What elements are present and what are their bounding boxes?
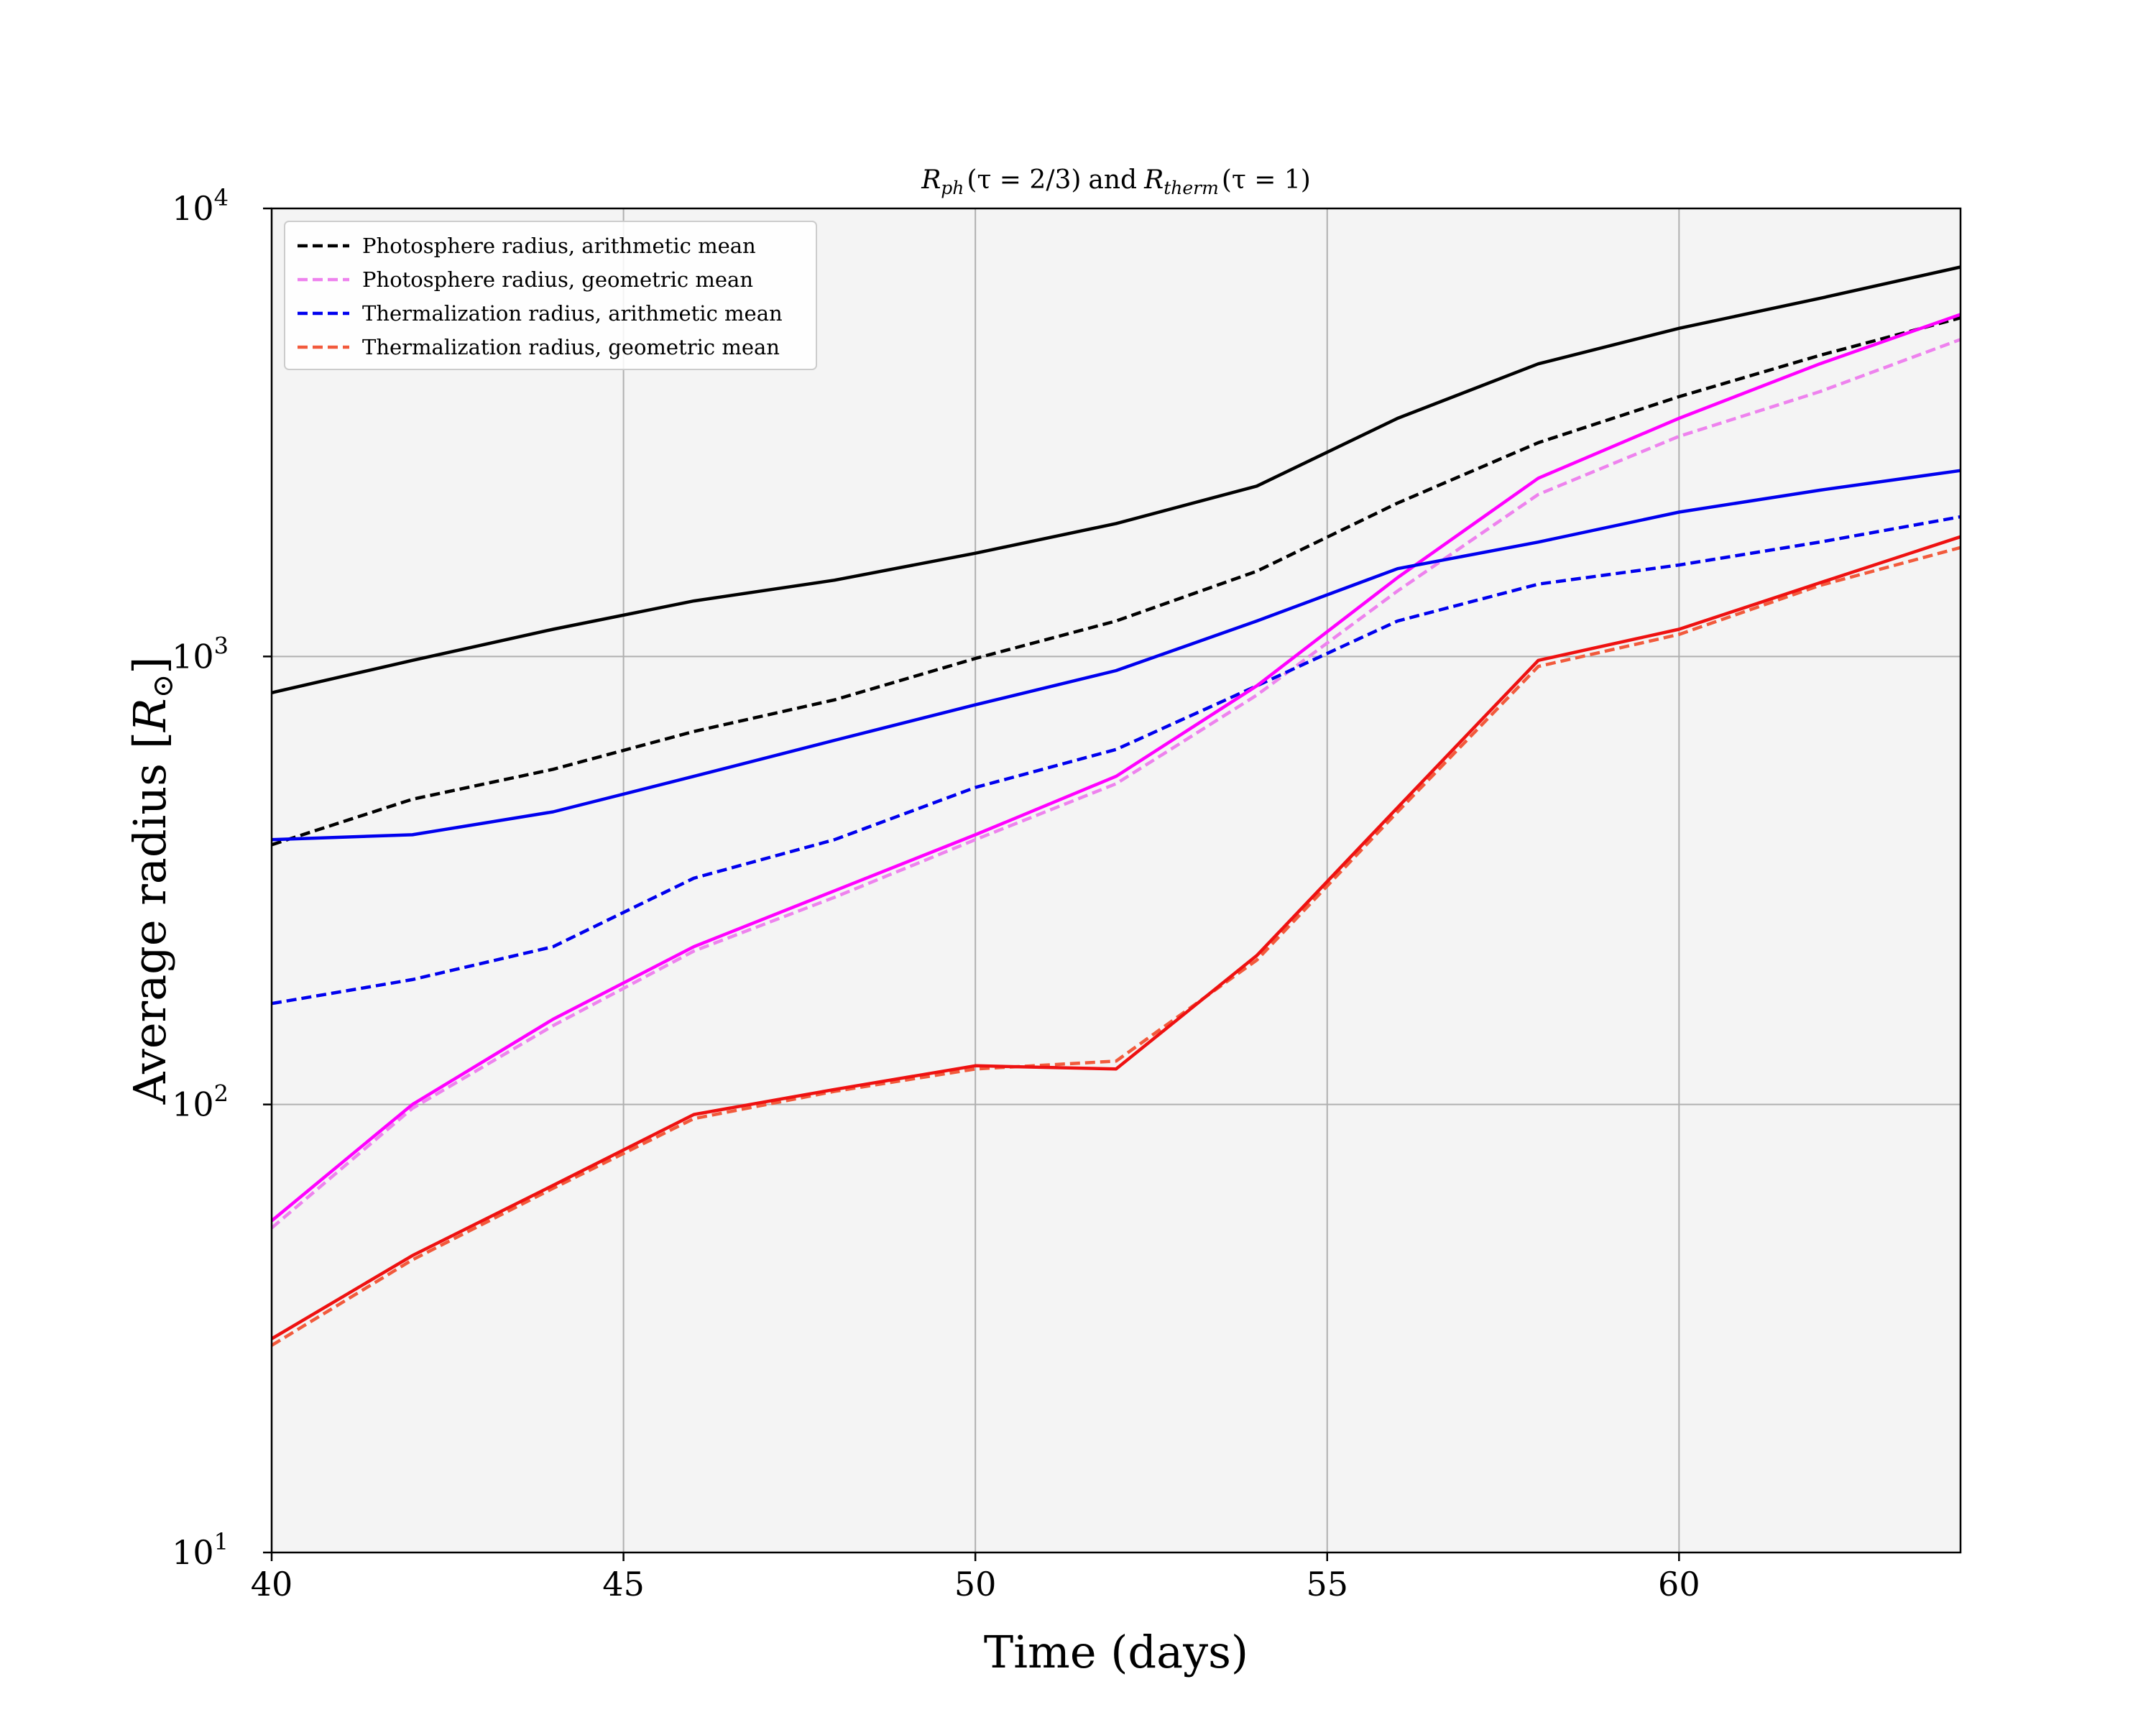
series-line-8 <box>270 535 1961 1340</box>
legend-label-1: Photosphere radius, arithmetic mean <box>362 234 756 258</box>
x-tick-label: 60 <box>1658 1565 1700 1604</box>
series-line-1 <box>271 316 1961 847</box>
x-axis-label: Time (days) <box>984 1626 1248 1678</box>
x-tick-label: 50 <box>954 1565 997 1604</box>
y-axis-label: Average radius [R⊙] <box>124 657 180 1105</box>
series-line-7 <box>271 469 1961 842</box>
series-line-2 <box>270 338 1961 1230</box>
y-axis-ticks: 101 102 103 104 <box>172 184 272 1572</box>
x-tick-label: 55 <box>1306 1565 1348 1604</box>
legend-label-2: Photosphere radius, geometric mean <box>362 267 753 292</box>
chart-title: Rph (τ = 2/3) and Rtherm (τ = 1) <box>921 165 1311 198</box>
y-tick-label: 104 <box>172 184 229 228</box>
series-line-6 <box>270 313 1961 1223</box>
plot-frame <box>270 207 1962 1554</box>
series-lines <box>270 265 1961 1347</box>
legend: Photosphere radius, arithmetic mean Photo… <box>284 221 817 370</box>
series-line-3 <box>271 515 1961 1006</box>
legend-label-3: Thermalization radius, arithmetic mean <box>362 301 783 326</box>
x-tick-label: 40 <box>251 1565 293 1604</box>
series-line-4 <box>270 546 1961 1347</box>
plot-area <box>272 208 1961 1552</box>
y-tick-label: 101 <box>172 1528 229 1572</box>
legend-box <box>284 221 817 370</box>
x-tick-label: 45 <box>602 1565 645 1604</box>
series-line-5 <box>271 265 1961 694</box>
y-tick-label: 102 <box>172 1080 229 1124</box>
x-axis-ticks: 40 45 50 55 60 <box>251 1552 1700 1604</box>
legend-label-4: Thermalization radius, geometric mean <box>362 335 780 359</box>
y-tick-label: 103 <box>172 632 229 676</box>
